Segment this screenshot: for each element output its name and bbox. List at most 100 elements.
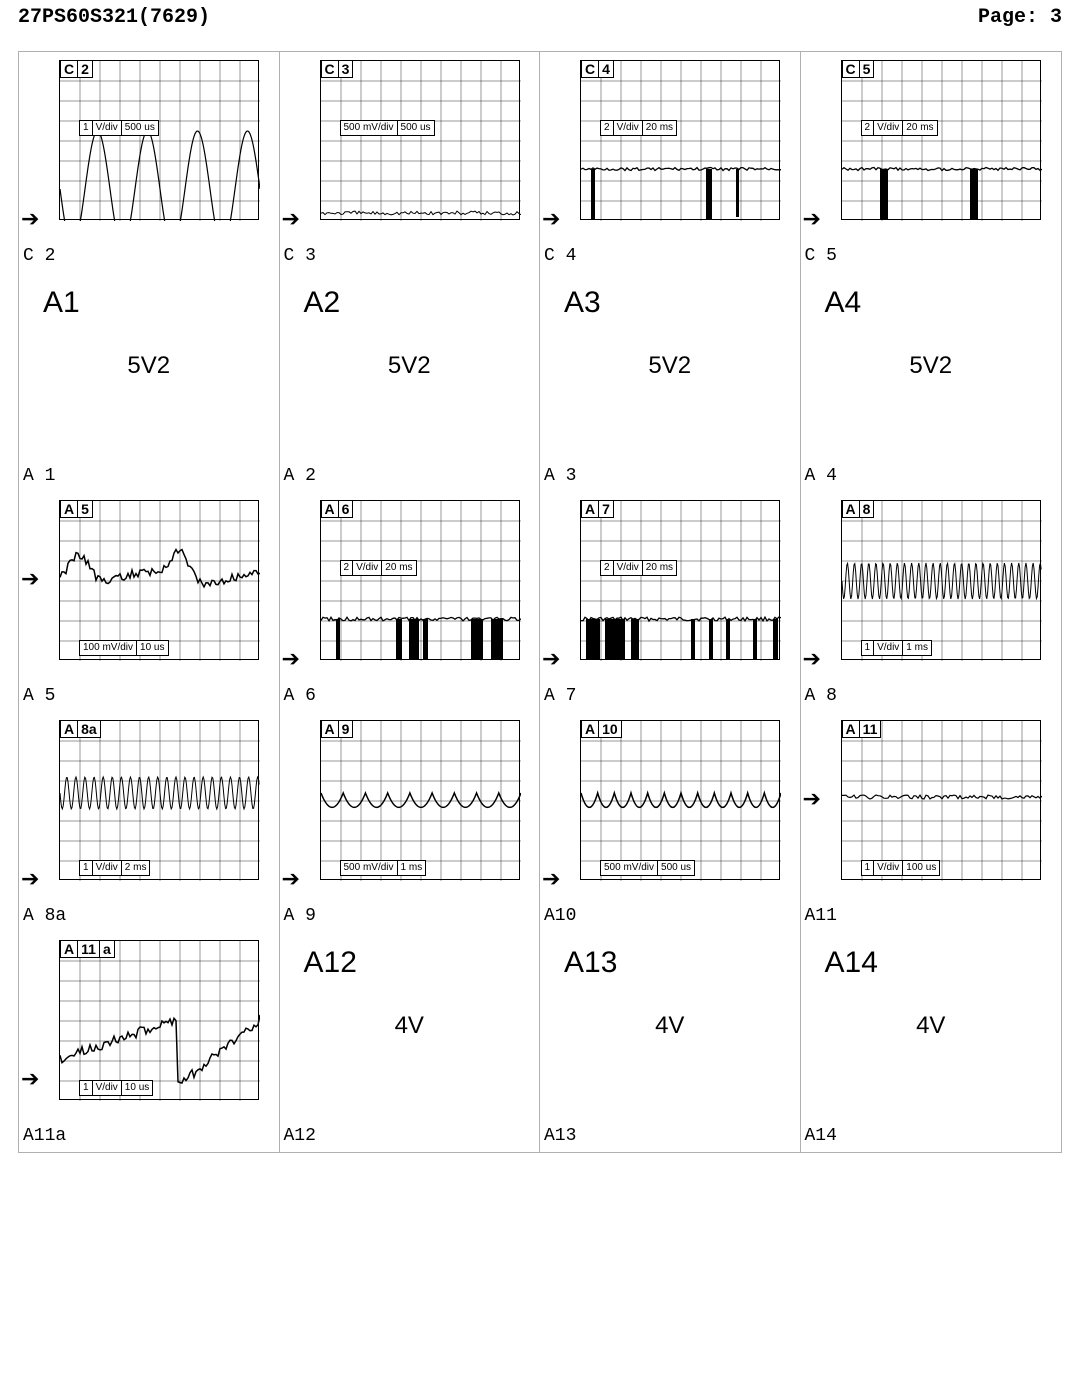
trigger-arrow-icon: ➔ (21, 568, 39, 590)
cell-A13: A13 4V A13 (540, 932, 801, 1152)
cell-body: ➔ A9 500 mV/div1 ms (280, 712, 540, 902)
scope-tag: A8a (60, 720, 101, 738)
cell-label: C 4 (540, 242, 800, 268)
cell-A7: ➔ A7 2V/div20 ms A 7 (540, 492, 801, 712)
scope-area: ➔ A5 100 mV/div10 us (27, 500, 271, 670)
cell-A2: A2 5V2 A 2 (280, 272, 541, 492)
cell-A4: A4 5V2 A 4 (801, 272, 1062, 492)
trigger-arrow-icon: ➔ (282, 208, 300, 230)
cell-A8a: ➔ A8a 1V/div2 ms A 8a (19, 712, 280, 932)
cell-body: ➔ A11 1V/div100 us (801, 712, 1062, 902)
cell-A11: ➔ A11 1V/div100 us A11 (801, 712, 1062, 932)
scope-area: ➔ A10 500 mV/div500 us (548, 720, 792, 890)
oscilloscope-panel: A11 1V/div100 us (841, 720, 1041, 880)
panel-text: 5V2 (288, 320, 532, 380)
cell-label: A10 (540, 902, 800, 928)
panel-title: A3 (548, 280, 792, 320)
panel-text: 4V (288, 980, 532, 1040)
scope-area: ➔ A11a 1V/div10 us (27, 940, 271, 1110)
scope-area: ➔ C2 1V/div500 us (27, 60, 271, 230)
scope-tag: A11 (842, 720, 882, 738)
oscilloscope-panel: C2 1V/div500 us (59, 60, 259, 220)
cell-body: ➔ C3 500 mV/div500 us (280, 52, 540, 242)
cell-A11a: ➔ A11a 1V/div10 us A11a (19, 932, 280, 1152)
oscilloscope-panel: C5 2V/div20 ms (841, 60, 1041, 220)
scope-area: ➔ A11 1V/div100 us (809, 720, 1054, 890)
page-header: 27PS60S321(7629) Page: 3 (0, 0, 1080, 29)
cell-body: A2 5V2 (280, 272, 540, 462)
scope-area: ➔ A6 2V/div20 ms (288, 500, 532, 670)
oscilloscope-panel: A7 2V/div20 ms (580, 500, 780, 660)
scope-tag: A11a (60, 940, 115, 958)
scope-grid: ➔ C2 1V/div500 us C 2 ➔ C3 500 mV/div500… (18, 51, 1062, 1153)
cell-A8: ➔ A8 1V/div1 ms A 8 (801, 492, 1062, 712)
cell-A6: ➔ A6 2V/div20 ms A 6 (280, 492, 541, 712)
scope-area: ➔ A8 1V/div1 ms (809, 500, 1054, 670)
grid-row: ➔ C2 1V/div500 us C 2 ➔ C3 500 mV/div500… (19, 52, 1061, 272)
cell-body: ➔ A7 2V/div20 ms (540, 492, 800, 682)
scope-tag: A5 (60, 500, 93, 518)
doc-id: 27PS60S321(7629) (18, 6, 210, 29)
panel-text: 4V (809, 980, 1054, 1040)
cell-C4: ➔ C4 2V/div20 ms C 4 (540, 52, 801, 272)
oscilloscope-panel: C4 2V/div20 ms (580, 60, 780, 220)
cell-C3: ➔ C3 500 mV/div500 us C 3 (280, 52, 541, 272)
cell-label: A 8 (801, 682, 1062, 708)
cell-A3: A3 5V2 A 3 (540, 272, 801, 492)
scope-tag: C3 (321, 60, 354, 78)
trigger-arrow-icon: ➔ (21, 868, 39, 890)
cell-label: A 7 (540, 682, 800, 708)
scope-tag: A8 (842, 500, 875, 518)
cell-A14: A14 4V A14 (801, 932, 1062, 1152)
oscilloscope-panel: A6 2V/div20 ms (320, 500, 520, 660)
cell-body: A14 4V (801, 932, 1062, 1122)
oscilloscope-panel: A9 500 mV/div1 ms (320, 720, 520, 880)
scope-area: ➔ C3 500 mV/div500 us (288, 60, 532, 230)
cell-label: A13 (540, 1122, 800, 1148)
grid-row: ➔ A5 100 mV/div10 us A 5 ➔ A6 2V/div20 m… (19, 492, 1061, 712)
oscilloscope-panel: A11a 1V/div10 us (59, 940, 259, 1100)
grid-row: ➔ A11a 1V/div10 us A11a A12 4V A12 A13 4… (19, 932, 1061, 1152)
cell-body: A3 5V2 (540, 272, 800, 462)
cell-label: A 2 (280, 462, 540, 488)
trigger-arrow-icon: ➔ (803, 648, 821, 670)
cell-body: ➔ A10 500 mV/div500 us (540, 712, 800, 902)
cell-label: A 6 (280, 682, 540, 708)
trigger-arrow-icon: ➔ (542, 648, 560, 670)
oscilloscope-panel: A10 500 mV/div500 us (580, 720, 780, 880)
cell-body: ➔ A6 2V/div20 ms (280, 492, 540, 682)
trigger-arrow-icon: ➔ (21, 208, 39, 230)
scope-tag: A9 (321, 720, 354, 738)
cell-label: A11a (19, 1122, 279, 1148)
cell-body: ➔ C2 1V/div500 us (19, 52, 279, 242)
cell-A5: ➔ A5 100 mV/div10 us A 5 (19, 492, 280, 712)
panel-title: A13 (548, 940, 792, 980)
cell-label: A 3 (540, 462, 800, 488)
cell-body: ➔ A11a 1V/div10 us (19, 932, 279, 1122)
cell-label: A14 (801, 1122, 1062, 1148)
trigger-arrow-icon: ➔ (542, 208, 560, 230)
cell-body: A12 4V (280, 932, 540, 1122)
cell-body: ➔ A8a 1V/div2 ms (19, 712, 279, 902)
scope-tag: A10 (581, 720, 622, 738)
panel-title: A1 (27, 280, 271, 320)
scope-area: ➔ C5 2V/div20 ms (809, 60, 1054, 230)
panel-title: A2 (288, 280, 532, 320)
grid-row: A1 5V2 A 1 A2 5V2 A 2 A3 5V2 A 3 A4 5V2 … (19, 272, 1061, 492)
scope-tag: C2 (60, 60, 93, 78)
cell-label: A 4 (801, 462, 1062, 488)
panel-text: 5V2 (548, 320, 792, 380)
cell-label: A 8a (19, 902, 279, 928)
page-number: Page: 3 (978, 6, 1062, 29)
cell-label: A11 (801, 902, 1062, 928)
trigger-arrow-icon: ➔ (803, 788, 821, 810)
trigger-arrow-icon: ➔ (542, 868, 560, 890)
cell-body: ➔ A8 1V/div1 ms (801, 492, 1062, 682)
cell-label: C 5 (801, 242, 1062, 268)
cell-label: A 5 (19, 682, 279, 708)
panel-text: 5V2 (809, 320, 1054, 380)
trigger-arrow-icon: ➔ (282, 648, 300, 670)
cell-body: A13 4V (540, 932, 800, 1122)
cell-body: ➔ A5 100 mV/div10 us (19, 492, 279, 682)
panel-title: A4 (809, 280, 1054, 320)
